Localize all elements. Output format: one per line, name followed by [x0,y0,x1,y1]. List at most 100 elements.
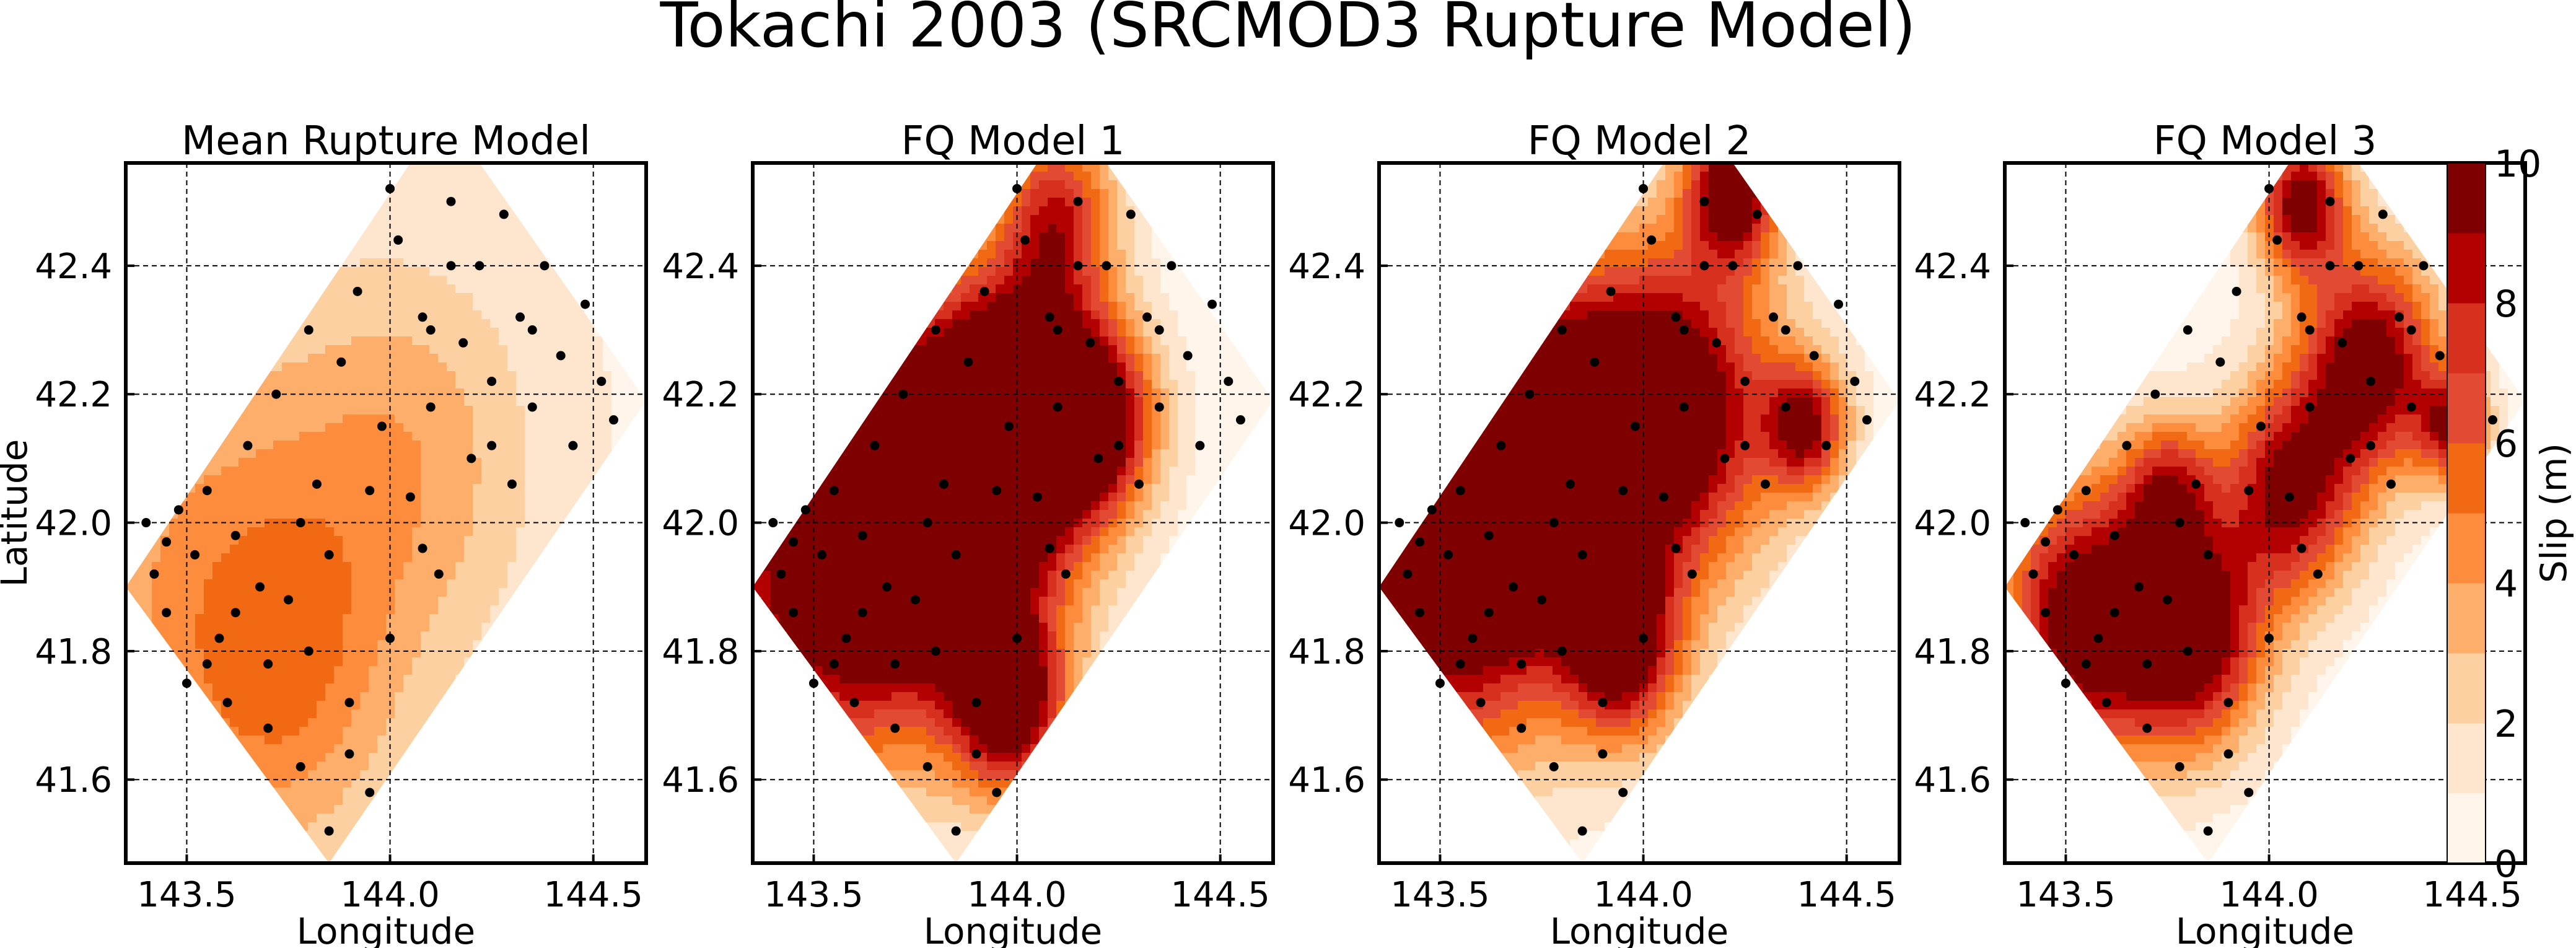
station-point [1549,518,1559,528]
station-point [2081,486,2091,496]
station-point [939,479,948,489]
station-point [540,261,550,271]
station-point [487,376,497,386]
station-point [1167,261,1176,271]
stations [1395,183,1872,836]
station-point [1114,376,1124,386]
station-point [789,537,799,547]
station-point [2109,608,2119,618]
y-tick-label: 41.8 [662,632,739,672]
station-point [2256,421,2266,431]
station-point [1687,569,1697,579]
y-tick-label: 42.4 [1288,247,1365,287]
station-point [1224,376,1233,386]
station-point [890,659,900,669]
station-point [1679,325,1689,335]
panel-title: FQ Model 3 [2153,118,2377,164]
station-point [2223,698,2233,708]
colorbar-segment [2447,583,2486,654]
panels: 143.5 144.0 144.5 41.6 41.8 42.0 42.2 42.4 Mean … [0,118,2527,948]
colorbar-tick-label: 4 [2494,563,2518,606]
station-point [2175,518,2184,528]
y-tick-label: 41.6 [662,760,739,801]
station-point [1834,299,1844,309]
station-point [2183,325,2193,335]
y-axis-label: Latitude [0,439,35,587]
station-point [344,698,354,708]
station-point [580,299,590,309]
slip-field [1379,163,1899,863]
station-point [336,357,346,367]
panel-2: 143.5 144.0 144.5 41.6 41.8 42.0 42.2 42.4 FQ Mo… [662,118,1275,948]
colorbar-tick-label: 6 [2494,423,2518,466]
station-point [1053,402,1062,412]
y-tick-label: 42.2 [662,375,739,415]
station-point [324,550,334,560]
station-point [296,518,305,528]
station-point [2297,543,2307,553]
station-point [2163,595,2172,605]
station-point [1862,415,1872,425]
x-tick-label: 144.5 [1171,875,1270,915]
y-tick-label: 42.0 [662,504,739,544]
station-point [475,261,484,271]
station-point [2366,376,2376,386]
station-point [951,550,961,560]
panel-title: FQ Model 2 [1528,118,1751,164]
x-tick-label: 144.5 [1797,875,1896,915]
station-point [2052,505,2062,515]
station-point [1850,376,1860,386]
station-point [1699,261,1709,271]
station-point [2041,608,2051,618]
station-point [1102,261,1111,271]
station-point [377,421,387,431]
station-point [568,441,578,450]
colorbar-tick-label: 10 [2494,143,2541,186]
station-point [870,441,880,450]
station-point [499,209,509,219]
stations [2020,183,2497,836]
station-point [312,479,322,489]
station-point [2386,479,2396,489]
station-point [1793,261,1803,271]
station-point [446,196,456,206]
station-point [1557,325,1567,335]
station-point [841,633,851,643]
station-point [1557,646,1567,656]
station-point [2101,698,2111,708]
station-point [243,441,253,450]
x-tick-label: 143.5 [2016,875,2115,915]
axes-frame [751,161,1275,865]
station-point [2244,788,2254,797]
x-tick-label: 144.0 [967,875,1066,915]
station-point [202,486,212,496]
station-point [2264,183,2274,193]
station-point [2041,537,2051,547]
station-point [1639,183,1649,193]
y-tick-label: 42.2 [1288,375,1365,415]
station-point [1509,582,1518,592]
station-point [2109,530,2119,540]
colorbar-segment [2447,233,2486,304]
station-point [922,761,932,771]
axes-frame [2003,161,2527,865]
station-point [190,550,200,560]
station-point [2366,441,2376,450]
y-tick-label: 42.2 [35,375,112,415]
station-point [1712,338,1722,348]
station-point [1752,209,1762,219]
station-point [2203,550,2213,560]
station-point [1195,441,1205,450]
station-point [817,550,827,560]
colorbar-label: Slip (m) [2533,443,2575,583]
station-point [1455,659,1465,669]
station-point [1658,492,1668,502]
station-point [446,261,456,271]
station-point [1639,633,1649,643]
station-point [1045,543,1054,553]
station-point [2488,415,2497,425]
slip-field [126,163,646,863]
station-point [1154,325,1164,335]
station-point [2081,659,2091,669]
station-point [992,486,1002,496]
